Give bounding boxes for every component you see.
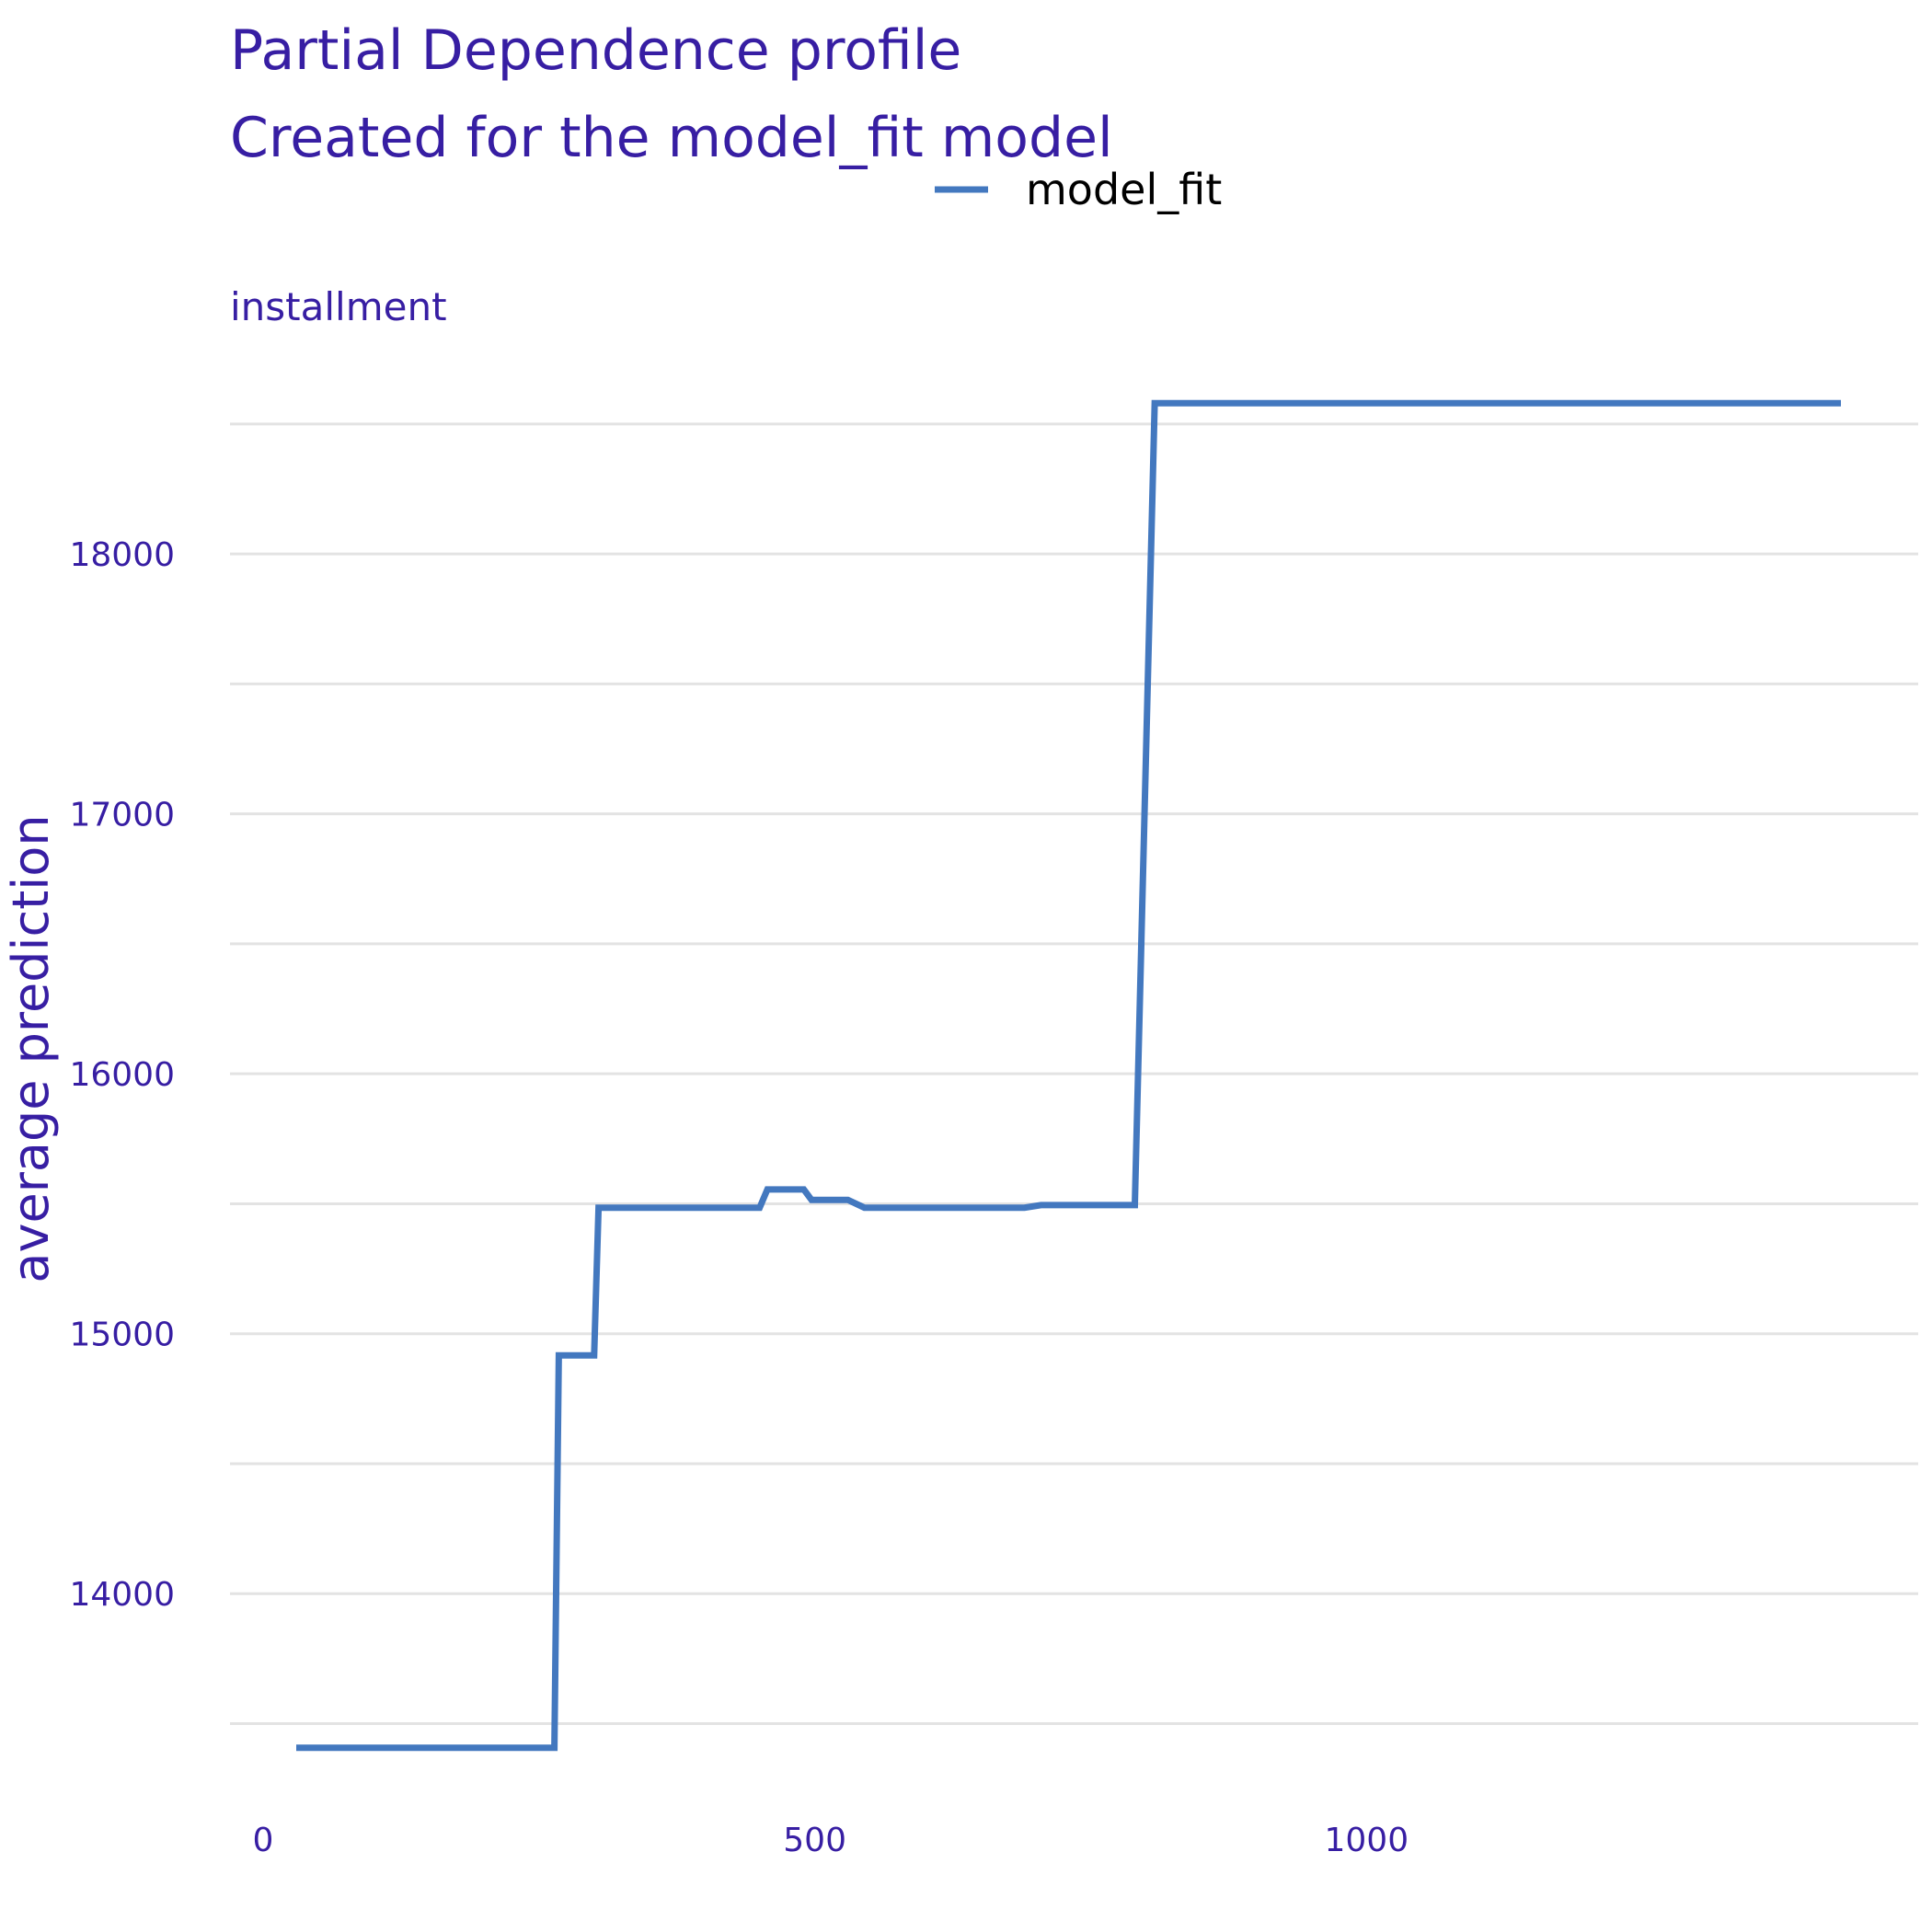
facet-label: installment <box>230 284 447 329</box>
series-line-model_fit <box>296 399 1841 1752</box>
y-axis-label: average prediction <box>2 814 60 1282</box>
y-tick-label: 17000 <box>69 797 175 834</box>
y-tick-label: 16000 <box>69 1056 175 1094</box>
x-tick-label: 0 <box>253 1822 274 1859</box>
legend-label-model-fit: model_fit <box>1026 165 1222 214</box>
chart-subtitle: Created for the model_fit model <box>230 106 1113 170</box>
y-tick-label: 18000 <box>69 536 175 574</box>
gridlines <box>230 422 1918 1725</box>
y-tick-label: 14000 <box>69 1576 175 1614</box>
y-tick-labels: 14000 15000 16000 17000 18000 <box>69 536 175 1614</box>
legend: model_fit <box>935 165 1222 214</box>
x-tick-label: 500 <box>783 1822 846 1859</box>
y-tick-label: 15000 <box>69 1317 175 1354</box>
x-tick-labels: 0 500 1000 <box>253 1822 1409 1859</box>
x-tick-label: 1000 <box>1325 1822 1409 1859</box>
series-lines <box>296 399 1841 1752</box>
chart-title: Partial Dependence profile <box>230 18 961 83</box>
